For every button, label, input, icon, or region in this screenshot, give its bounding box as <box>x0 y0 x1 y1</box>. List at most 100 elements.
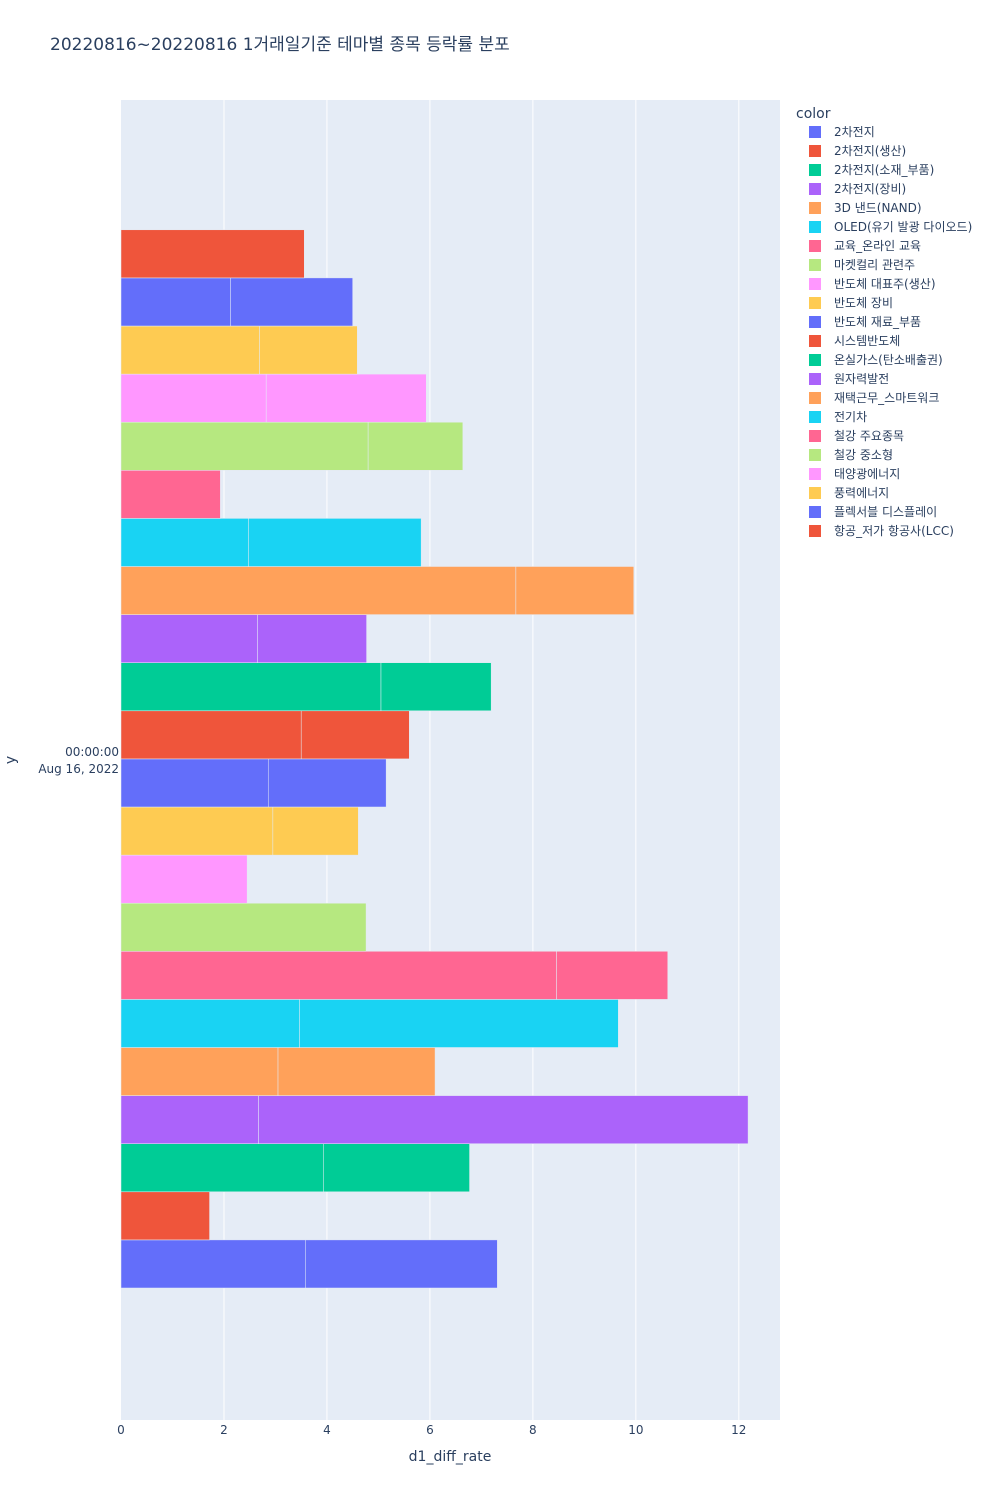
bar-segment-9-1[interactable] <box>272 806 359 856</box>
bar-segment-11-0[interactable] <box>120 710 302 760</box>
legend-swatch-20[interactable] <box>809 506 821 518</box>
legend-label-14[interactable]: 재택근무_스마트워크 <box>834 391 939 405</box>
legend-label-6[interactable]: 교육_온라인 교육 <box>834 239 921 253</box>
legend-label-9[interactable]: 반도체 장비 <box>834 296 893 310</box>
x-tick-label-4: 4 <box>323 1423 331 1437</box>
legend-label-11[interactable]: 시스템반도체 <box>834 334 900 348</box>
bar-segment-3-0[interactable] <box>120 1095 259 1144</box>
x-tick-label-6: 6 <box>426 1423 434 1437</box>
bar-segment-5-0[interactable] <box>120 999 300 1048</box>
legend-swatch-21[interactable] <box>809 525 821 537</box>
legend-label-5[interactable]: OLED(유기 발광 다이오드) <box>834 220 972 234</box>
bar-segment-11-1[interactable] <box>300 710 410 760</box>
legend-label-20[interactable]: 플렉서블 디스플레이 <box>834 505 937 519</box>
bar-segment-4-1[interactable] <box>277 1047 436 1096</box>
x-tick-label-12: 12 <box>731 1423 746 1437</box>
x-tick-label-10: 10 <box>628 1423 643 1437</box>
legend-swatch-19[interactable] <box>809 487 821 499</box>
legend-label-21[interactable]: 항공_저가 항공사(LCC) <box>834 524 954 538</box>
bar-segment-0-1[interactable] <box>305 1239 498 1289</box>
legend-label-19[interactable]: 풍력에너지 <box>834 486 889 500</box>
legend-swatch-9[interactable] <box>809 297 821 309</box>
bar-segment-19-1[interactable] <box>259 325 358 375</box>
bar-segment-16-0[interactable] <box>120 470 221 519</box>
legend-swatch-3[interactable] <box>809 183 821 195</box>
y-tick-label-time: 00:00:00 <box>65 745 119 759</box>
bar-segment-1-0[interactable] <box>120 1191 210 1241</box>
chart-title: 20220816~20220816 1거래일기준 테마별 종목 등락률 분포 <box>50 35 510 55</box>
bar-segment-15-0[interactable] <box>120 518 249 567</box>
bar-segment-0-0[interactable] <box>120 1239 306 1289</box>
legend-swatch-1[interactable] <box>809 145 821 157</box>
x-tick-label-8: 8 <box>529 1423 537 1437</box>
legend-swatch-7[interactable] <box>809 259 821 271</box>
legend-label-15[interactable]: 전기차 <box>834 410 867 424</box>
y-axis-title: y <box>3 756 19 764</box>
bar-segment-10-0[interactable] <box>120 758 269 808</box>
legend-swatch-11[interactable] <box>809 335 821 347</box>
bar-segment-15-1[interactable] <box>248 518 422 567</box>
legend-swatch-6[interactable] <box>809 240 821 252</box>
legend-label-10[interactable]: 반도체 재료_부품 <box>834 315 921 329</box>
legend-label-13[interactable]: 원자력발전 <box>834 372 889 386</box>
bar-segment-10-1[interactable] <box>267 758 387 808</box>
bar-segment-13-1[interactable] <box>257 614 367 663</box>
legend-label-8[interactable]: 반도체 대표주(생산) <box>834 277 936 291</box>
bars-group <box>120 229 749 1289</box>
legend-label-17[interactable]: 철강 중소형 <box>834 448 893 462</box>
bar-segment-7-0[interactable] <box>120 902 367 952</box>
legend-label-1[interactable]: 2차전지(생산) <box>834 144 906 158</box>
bar-segment-20-0[interactable] <box>120 277 231 327</box>
bar-segment-18-1[interactable] <box>265 373 427 423</box>
legend-label-12[interactable]: 온실가스(탄소배출권) <box>834 353 943 367</box>
bar-segment-3-1[interactable] <box>258 1095 749 1144</box>
bar-segment-14-0[interactable] <box>120 566 517 615</box>
bar-segment-12-1[interactable] <box>380 662 492 712</box>
bar-segment-2-0[interactable] <box>120 1143 324 1193</box>
bar-segment-2-1[interactable] <box>323 1143 470 1193</box>
bar-segment-17-0[interactable] <box>120 421 369 471</box>
legend-swatch-2[interactable] <box>809 164 821 176</box>
bar-segment-4-0[interactable] <box>120 1047 279 1096</box>
x-tick-label-2: 2 <box>220 1423 228 1437</box>
bar-segment-13-0[interactable] <box>120 614 258 663</box>
legend-swatch-13[interactable] <box>809 373 821 385</box>
legend-label-18[interactable]: 태양광에너지 <box>834 467 900 481</box>
legend-swatch-5[interactable] <box>809 221 821 233</box>
legend-label-0[interactable]: 2차전지 <box>834 125 875 139</box>
legend-swatch-10[interactable] <box>809 316 821 328</box>
legend-swatch-12[interactable] <box>809 354 821 366</box>
legend-swatch-17[interactable] <box>809 449 821 461</box>
bar-segment-9-0[interactable] <box>120 806 274 856</box>
legend-swatch-16[interactable] <box>809 430 821 442</box>
bar-segment-6-1[interactable] <box>556 951 669 1000</box>
bar-segment-8-0[interactable] <box>120 854 248 904</box>
bar-segment-14-1[interactable] <box>515 566 635 615</box>
y-tick-label-date: Aug 16, 2022 <box>38 762 119 776</box>
bar-segment-18-0[interactable] <box>120 373 267 423</box>
legend-swatch-14[interactable] <box>809 392 821 404</box>
legend-swatch-0[interactable] <box>809 126 821 138</box>
x-axis-ticks: 0 2 4 6 8 10 12 <box>117 1423 746 1437</box>
legend-label-3[interactable]: 2차전지(장비) <box>834 182 906 196</box>
x-axis-title: d1_diff_rate <box>409 1449 492 1465</box>
bar-segment-19-0[interactable] <box>120 325 260 375</box>
bar-segment-6-0[interactable] <box>120 951 557 1000</box>
x-tick-label-0: 0 <box>117 1423 125 1437</box>
legend-label-4[interactable]: 3D 낸드(NAND) <box>834 201 922 215</box>
legend-title: color <box>796 106 831 122</box>
bar-segment-20-1[interactable] <box>230 277 353 327</box>
legend-swatch-8[interactable] <box>809 278 821 290</box>
bar-segment-5-1[interactable] <box>299 999 619 1048</box>
legend-label-2[interactable]: 2차전지(소재_부품) <box>834 163 934 177</box>
bar-segment-21-0[interactable] <box>120 229 305 279</box>
bar-segment-17-1[interactable] <box>367 421 464 471</box>
bar-segment-12-0[interactable] <box>120 662 382 712</box>
legend-swatch-4[interactable] <box>809 202 821 214</box>
legend-swatch-18[interactable] <box>809 468 821 480</box>
legend: color 2차전지 2차전지(생산) 2차전지(소재_부품) 2차전지(장비) 3D … <box>796 106 972 538</box>
legend-label-7[interactable]: 마켓컬리 관련주 <box>834 258 915 272</box>
legend-swatch-15[interactable] <box>809 411 821 423</box>
legend-label-16[interactable]: 철강 주요종목 <box>834 429 904 443</box>
